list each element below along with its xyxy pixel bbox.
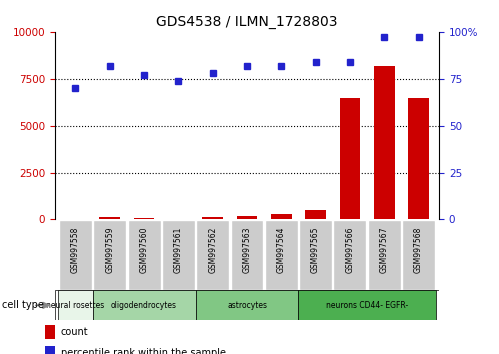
Bar — [196, 290, 298, 320]
Bar — [408, 97, 429, 219]
Bar — [299, 220, 332, 290]
Text: GSM997561: GSM997561 — [174, 227, 183, 273]
Bar — [45, 325, 55, 339]
Text: GSM997562: GSM997562 — [208, 227, 217, 273]
Text: count: count — [61, 327, 88, 337]
Bar — [203, 217, 223, 219]
Bar — [58, 290, 93, 320]
Bar — [340, 97, 360, 219]
Bar — [402, 220, 435, 290]
Bar — [99, 217, 120, 219]
Text: GSM997564: GSM997564 — [277, 227, 286, 273]
Bar — [333, 220, 366, 290]
Bar — [374, 65, 395, 219]
Text: GSM997568: GSM997568 — [414, 227, 423, 273]
Bar — [93, 220, 126, 290]
Bar — [45, 346, 55, 354]
Text: GSM997565: GSM997565 — [311, 227, 320, 273]
Text: astrocytes: astrocytes — [227, 301, 267, 310]
Text: GSM997566: GSM997566 — [345, 227, 354, 273]
Bar — [59, 220, 92, 290]
Text: GSM997560: GSM997560 — [140, 227, 149, 273]
Text: GSM997563: GSM997563 — [243, 227, 251, 273]
Bar — [134, 218, 154, 219]
Text: neurons CD44- EGFR-: neurons CD44- EGFR- — [326, 301, 408, 310]
Text: GSM997567: GSM997567 — [380, 227, 389, 273]
Text: GSM997558: GSM997558 — [71, 227, 80, 273]
Bar — [168, 218, 189, 219]
Bar — [231, 220, 263, 290]
Title: GDS4538 / ILMN_1728803: GDS4538 / ILMN_1728803 — [156, 16, 338, 29]
Bar — [162, 220, 195, 290]
Text: percentile rank within the sample: percentile rank within the sample — [61, 348, 226, 354]
Bar — [128, 220, 161, 290]
Bar — [271, 214, 291, 219]
Bar — [265, 220, 298, 290]
Bar — [298, 290, 436, 320]
Text: GSM997559: GSM997559 — [105, 227, 114, 273]
Bar — [368, 220, 401, 290]
Text: oligodendrocytes: oligodendrocytes — [111, 301, 177, 310]
Bar — [196, 220, 229, 290]
Text: neural rosettes: neural rosettes — [46, 301, 105, 310]
Text: cell type: cell type — [2, 300, 44, 310]
Bar — [237, 217, 257, 219]
Bar — [93, 290, 196, 320]
Bar — [305, 210, 326, 219]
